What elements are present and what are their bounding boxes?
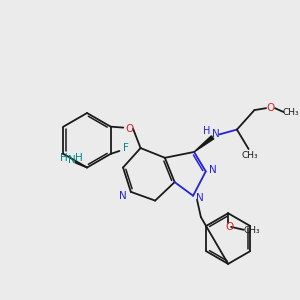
Text: N: N xyxy=(196,193,204,203)
Text: CH₃: CH₃ xyxy=(243,226,260,235)
Text: H: H xyxy=(75,153,83,163)
Text: F: F xyxy=(123,143,129,153)
Text: CH₃: CH₃ xyxy=(282,107,299,116)
Text: N: N xyxy=(212,129,219,140)
Text: H: H xyxy=(203,125,210,136)
Text: O: O xyxy=(267,103,275,113)
Text: O: O xyxy=(125,124,133,134)
Text: CH₃: CH₃ xyxy=(241,151,258,160)
Polygon shape xyxy=(194,136,214,152)
Text: H: H xyxy=(60,153,68,163)
Text: O: O xyxy=(225,222,233,232)
Text: N: N xyxy=(68,155,75,165)
Text: N: N xyxy=(119,191,127,201)
Text: N: N xyxy=(209,165,217,176)
